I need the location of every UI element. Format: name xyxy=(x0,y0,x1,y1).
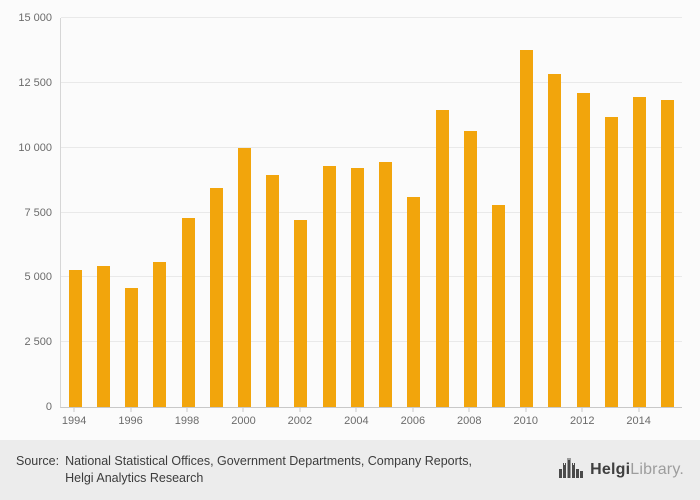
x-tick xyxy=(73,408,75,412)
x-tick-label: 1998 xyxy=(174,415,200,427)
logo-text-helgi: Helgi xyxy=(590,461,631,478)
bar-1994 xyxy=(68,269,82,407)
bar-2007 xyxy=(435,110,449,407)
x-tick-label: 2012 xyxy=(569,415,595,427)
bar-2013 xyxy=(604,116,618,407)
source-text: National Statistical Offices, Government… xyxy=(65,453,472,488)
plot-area xyxy=(60,17,682,408)
x-tick-label: 2014 xyxy=(626,415,651,427)
y-tick-label: 7 500 xyxy=(24,206,52,219)
bar-2004 xyxy=(350,168,364,407)
y-axis: 0 2 500 5 000 7 500 10 000 12 500 15 000 xyxy=(0,12,60,413)
x-tick-label: 2002 xyxy=(287,415,313,427)
x-tick xyxy=(412,408,414,412)
y-tick-label: 5 000 xyxy=(24,271,52,284)
y-tick-label: 12 500 xyxy=(18,76,52,89)
gridline xyxy=(61,276,682,278)
bar-2002 xyxy=(294,220,308,407)
bar-1998 xyxy=(181,217,195,407)
gridline xyxy=(61,81,682,83)
bar-1997 xyxy=(153,261,167,407)
helgi-castle-icon xyxy=(559,457,584,483)
x-tick xyxy=(468,408,470,412)
x-tick-label: 2008 xyxy=(457,415,482,427)
x-tick xyxy=(525,408,527,412)
bar-2014 xyxy=(633,97,647,407)
y-tick-label: 2 500 xyxy=(24,336,52,349)
logo-text: HelgiLibrary. xyxy=(590,461,684,479)
x-tick-label: 2000 xyxy=(231,415,256,427)
bar-1999 xyxy=(209,187,223,407)
x-tick-label: 1994 xyxy=(61,415,87,427)
bar-1996 xyxy=(125,287,139,407)
logo-text-library: Library xyxy=(630,461,680,478)
bar-2000 xyxy=(237,147,251,407)
bar-2010 xyxy=(520,50,534,407)
x-tick-label: 2004 xyxy=(344,415,369,427)
bar-2015 xyxy=(661,99,675,407)
bar-2001 xyxy=(266,174,280,407)
source-label: Source: xyxy=(16,453,60,468)
gridline xyxy=(61,17,682,18)
x-axis: 1994 1996 1998 2000 2002 2004 2006 2008 2010 2012… xyxy=(60,408,682,440)
x-tick-label: 2006 xyxy=(400,415,426,427)
bar-1995 xyxy=(96,265,110,407)
gridline xyxy=(61,211,682,213)
x-tick xyxy=(299,408,301,412)
source-note: Source: National Statistical Offices, Go… xyxy=(16,453,472,488)
y-tick-label: 0 xyxy=(45,401,52,413)
source-line2: Helgi Analytics Research xyxy=(65,471,204,485)
source-line1: National Statistical Offices, Government… xyxy=(65,453,472,468)
x-tick xyxy=(638,408,640,412)
x-tick xyxy=(130,408,132,412)
x-tick-label: 2010 xyxy=(513,415,538,427)
bar-2005 xyxy=(379,161,393,407)
x-tick-label: 1996 xyxy=(118,415,143,427)
gridline xyxy=(61,341,682,343)
bar-2006 xyxy=(407,196,421,407)
y-tick-label: 10 000 xyxy=(18,141,52,154)
x-tick xyxy=(581,408,583,412)
gridline xyxy=(61,146,682,148)
bar-2003 xyxy=(322,165,336,407)
footer: Source: National Statistical Offices, Go… xyxy=(0,440,700,500)
bar-2012 xyxy=(576,93,590,407)
bar-2008 xyxy=(463,130,477,407)
x-tick xyxy=(242,408,244,412)
logo-text-dot: . xyxy=(679,461,684,478)
bar-2009 xyxy=(492,204,506,407)
helgi-library-logo: HelgiLibrary. xyxy=(559,457,684,483)
bar-2011 xyxy=(548,73,562,407)
y-tick-label: 15 000 xyxy=(18,12,52,24)
x-tick xyxy=(355,408,357,412)
x-tick xyxy=(186,408,188,412)
